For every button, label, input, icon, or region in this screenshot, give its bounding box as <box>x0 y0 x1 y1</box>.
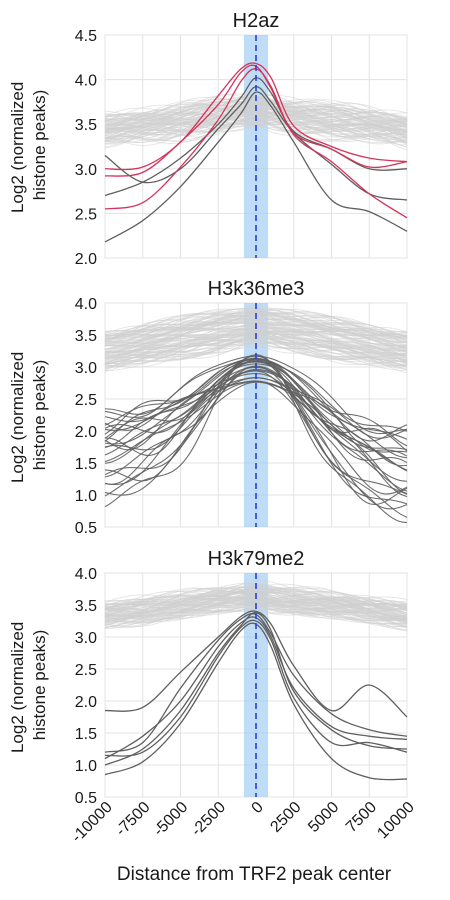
panel-title: H3k79me2 <box>208 548 305 570</box>
y-tick-label: 3.0 <box>75 162 97 179</box>
panel-h2az: 2.0 2.5 3.0 3.5 4.0 4.5 H2az <box>75 10 408 268</box>
background-line <box>104 579 408 603</box>
y-tick-label: 4.0 <box>75 566 97 583</box>
dark-series-line <box>104 359 408 518</box>
panel-h3k79me2: 0.5 1.0 1.5 2.0 2.5 3.0 3.5 4.0 H3k79me2 <box>75 548 408 807</box>
y-axis-label-line2: histone peaks) <box>30 360 49 471</box>
y-tick-label: 2.0 <box>75 424 97 441</box>
background-line <box>104 120 408 143</box>
x-tick-label: 10000 <box>374 799 418 843</box>
y-tick-label: 4.5 <box>75 28 97 45</box>
dark-series-line <box>104 368 408 485</box>
x-tick-label: 5000 <box>305 799 342 836</box>
x-axis-label: Distance from TRF2 peak center <box>117 864 392 885</box>
y-tick-label: 3.5 <box>75 598 97 615</box>
dark-series-line <box>104 610 408 718</box>
y-axis-label-h3k36me3: Log2 (normalized histone peaks) <box>8 347 49 483</box>
x-tick-label: -5000 <box>150 799 191 840</box>
background-line <box>104 339 408 368</box>
y-tick-label: 2.5 <box>75 662 97 679</box>
y-tick-label: 4.0 <box>75 296 97 313</box>
y-axis-label-line1: Log2 (normalized <box>8 352 27 483</box>
background-line <box>104 329 408 358</box>
background-line <box>104 598 408 624</box>
background-line <box>104 339 408 369</box>
y-tick-label: 3.0 <box>75 360 97 377</box>
background-line <box>104 308 408 341</box>
y-tick-label: 3.5 <box>75 117 97 134</box>
x-tick-label: -2500 <box>188 799 229 840</box>
background-line <box>104 113 408 139</box>
background-line <box>104 587 408 613</box>
y-axis-label-h2az: Log2 (normalized histone peaks) <box>8 77 49 213</box>
y-tick-label: 2.5 <box>75 206 97 223</box>
y-tick-label: 0.5 <box>75 790 97 807</box>
y-axis-label-line2: histone peaks) <box>30 630 49 741</box>
y-tick-label: 3.5 <box>75 328 97 345</box>
y-tick-label: 3.0 <box>75 630 97 647</box>
y-axis-label-line2: histone peaks) <box>30 90 49 201</box>
y-tick-label: 1.0 <box>75 758 97 775</box>
panel-title: H2az <box>233 10 280 32</box>
background-line <box>104 319 408 351</box>
y-axis-label-h3k79me2: Log2 (normalized histone peaks) <box>8 617 49 753</box>
x-tick-label: 0 <box>249 799 267 817</box>
dark-series-line <box>104 612 408 766</box>
y-axis-label-line1: Log2 (normalized <box>8 622 27 753</box>
y-tick-label: 2.5 <box>75 392 97 409</box>
dark-series-line <box>104 619 408 757</box>
y-tick-label: 1.5 <box>75 726 97 743</box>
dark-series-line <box>104 360 408 472</box>
y-tick-label: 1.5 <box>75 456 97 473</box>
y-tick-label: 0.5 <box>75 520 97 537</box>
y-tick-label: 1.0 <box>75 488 97 505</box>
panel-title: H3k36me3 <box>208 278 305 300</box>
background-line <box>104 592 408 614</box>
background-line <box>104 100 408 130</box>
x-tick-label: -7500 <box>113 799 154 840</box>
y-tick-label: 2.0 <box>75 694 97 711</box>
y-axis-label-line1: Log2 (normalized <box>8 82 27 213</box>
background-line <box>104 605 408 630</box>
dark-series-line <box>104 91 408 243</box>
y-tick-label: 4.0 <box>75 73 97 90</box>
panel-h3k36me3: 0.5 1.0 1.5 2.0 2.5 3.0 3.5 4.0 H3k36me3 <box>75 278 408 537</box>
y-tick-label: 2.0 <box>75 251 97 268</box>
background-line <box>104 116 408 145</box>
x-tick-label: 2500 <box>267 799 304 836</box>
